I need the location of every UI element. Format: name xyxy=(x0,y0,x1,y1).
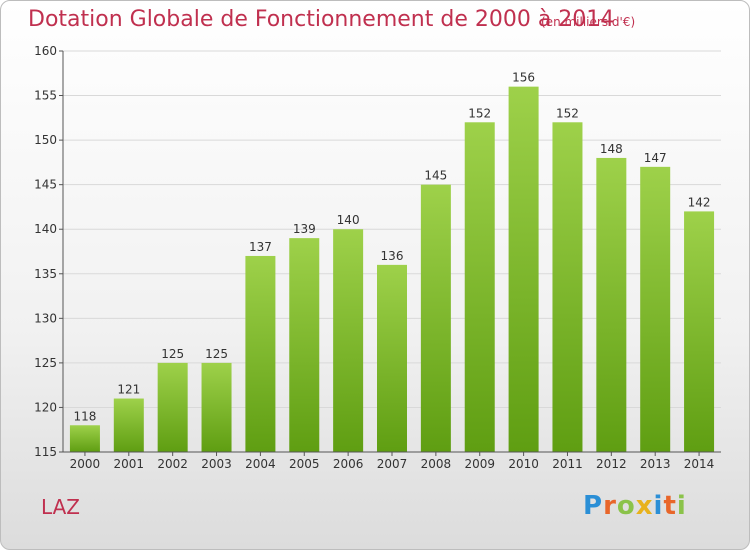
data-label: 125 xyxy=(205,347,228,361)
bar-2002 xyxy=(157,362,188,452)
y-tick-label: 120 xyxy=(34,400,57,414)
x-tick-label: 2014 xyxy=(684,457,715,471)
data-label: 137 xyxy=(249,240,272,254)
x-tick-label: 2000 xyxy=(70,457,101,471)
data-label: 125 xyxy=(161,347,184,361)
x-tick-label: 2012 xyxy=(596,457,627,471)
y-tick-label: 125 xyxy=(34,356,57,370)
chart-title: Dotation Globale de Fonctionnement de 20… xyxy=(28,7,615,32)
data-label: 121 xyxy=(117,383,140,397)
data-label: 136 xyxy=(381,249,404,263)
data-label: 118 xyxy=(73,409,96,423)
x-tick-label: 2008 xyxy=(421,457,452,471)
x-tick-label: 2011 xyxy=(552,457,583,471)
data-label: 148 xyxy=(600,142,623,156)
y-tick-label: 140 xyxy=(34,222,57,236)
bar-2004 xyxy=(245,255,276,452)
bar-2003 xyxy=(201,362,232,452)
data-label: 139 xyxy=(293,222,316,236)
bar-2014 xyxy=(684,211,715,452)
y-tick-label: 145 xyxy=(34,178,57,192)
y-tick-label: 115 xyxy=(34,445,57,459)
data-label: 140 xyxy=(337,213,360,227)
bar-2006 xyxy=(333,229,364,452)
bar-2010 xyxy=(508,86,539,453)
x-tick-label: 2010 xyxy=(508,457,539,471)
y-tick-label: 160 xyxy=(34,44,57,58)
data-label: 142 xyxy=(688,195,711,209)
y-tick-label: 155 xyxy=(34,89,57,103)
x-tick-label: 2003 xyxy=(201,457,232,471)
proxiti-logo[interactable]: Proxiti xyxy=(583,491,687,521)
data-label: 152 xyxy=(468,106,491,120)
x-tick-label: 2013 xyxy=(640,457,671,471)
bar-2013 xyxy=(640,166,671,452)
bar-2000 xyxy=(69,425,100,452)
data-label: 152 xyxy=(556,106,579,120)
data-label: 147 xyxy=(644,151,667,165)
bar-layer: 118 121 125 125 137 139 140 136 145 152 156 152 148 1… xyxy=(69,71,715,453)
data-label: 156 xyxy=(512,71,535,85)
x-tick-label: 2002 xyxy=(157,457,188,471)
bar-2007 xyxy=(377,264,407,452)
x-tick-label: 2005 xyxy=(289,457,320,471)
axis-layer: 115 120 125 130 135 140 145 150 155 160 2000 2001 20… xyxy=(34,44,721,471)
y-tick-label: 135 xyxy=(34,267,57,281)
y-tick-label: 130 xyxy=(34,311,57,325)
y-tick-label: 150 xyxy=(34,133,57,147)
x-tick-label: 2006 xyxy=(333,457,364,471)
bar-2001 xyxy=(113,398,144,452)
bar-2005 xyxy=(289,238,320,452)
x-tick-label: 2004 xyxy=(245,457,276,471)
chart-subtitle: (en milliers d'€) xyxy=(541,15,636,29)
data-label: 145 xyxy=(424,169,447,183)
x-tick-label: 2009 xyxy=(464,457,495,471)
bar-2011 xyxy=(552,122,583,453)
bar-2008 xyxy=(420,184,451,452)
location-label: LAZ xyxy=(41,495,80,519)
x-tick-label: 2007 xyxy=(377,457,408,471)
x-tick-label: 2001 xyxy=(114,457,145,471)
bar-2012 xyxy=(596,157,627,452)
bar-2009 xyxy=(464,122,495,453)
